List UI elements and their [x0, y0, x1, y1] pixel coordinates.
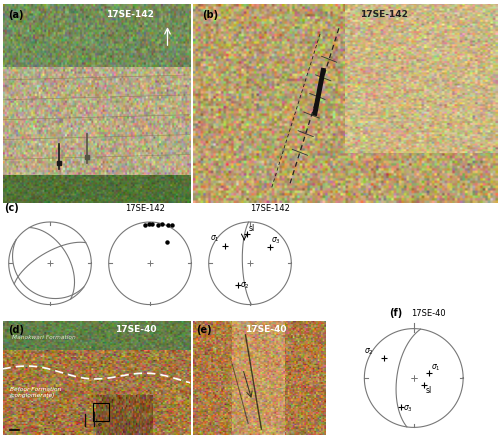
Text: e: e: [97, 422, 101, 427]
Text: 17SE-142: 17SE-142: [250, 204, 290, 213]
Text: (b): (b): [202, 10, 218, 21]
Text: 17SE-40: 17SE-40: [412, 309, 446, 318]
Text: (d): (d): [8, 325, 24, 335]
Text: sl: sl: [426, 386, 432, 395]
Text: 17SE-142: 17SE-142: [360, 10, 408, 19]
Text: (e): (e): [196, 325, 212, 335]
Text: 17SE-142: 17SE-142: [106, 10, 154, 19]
Text: $\sigma_1$: $\sigma_1$: [210, 234, 219, 244]
Text: (a): (a): [8, 10, 24, 21]
Text: (f): (f): [389, 308, 402, 318]
Text: $\sigma_3$: $\sigma_3$: [403, 403, 412, 414]
Bar: [92, 403, 110, 421]
Text: 17SE-142: 17SE-142: [125, 204, 165, 213]
Text: 17SE-40: 17SE-40: [246, 325, 287, 333]
Text: 17SE-40: 17SE-40: [115, 325, 156, 333]
Text: $\sigma_2$: $\sigma_2$: [364, 346, 374, 357]
Text: $\sigma_3$: $\sigma_3$: [272, 235, 281, 246]
Text: sl: sl: [248, 224, 254, 233]
Text: $\sigma_1$: $\sigma_1$: [430, 363, 440, 373]
Text: (c): (c): [4, 203, 20, 213]
Text: Manokwari Formation: Manokwari Formation: [12, 335, 76, 340]
Text: $\sigma_2$: $\sigma_2$: [240, 281, 250, 291]
Text: Befoor Formation
(conglomerate): Befoor Formation (conglomerate): [10, 387, 61, 398]
